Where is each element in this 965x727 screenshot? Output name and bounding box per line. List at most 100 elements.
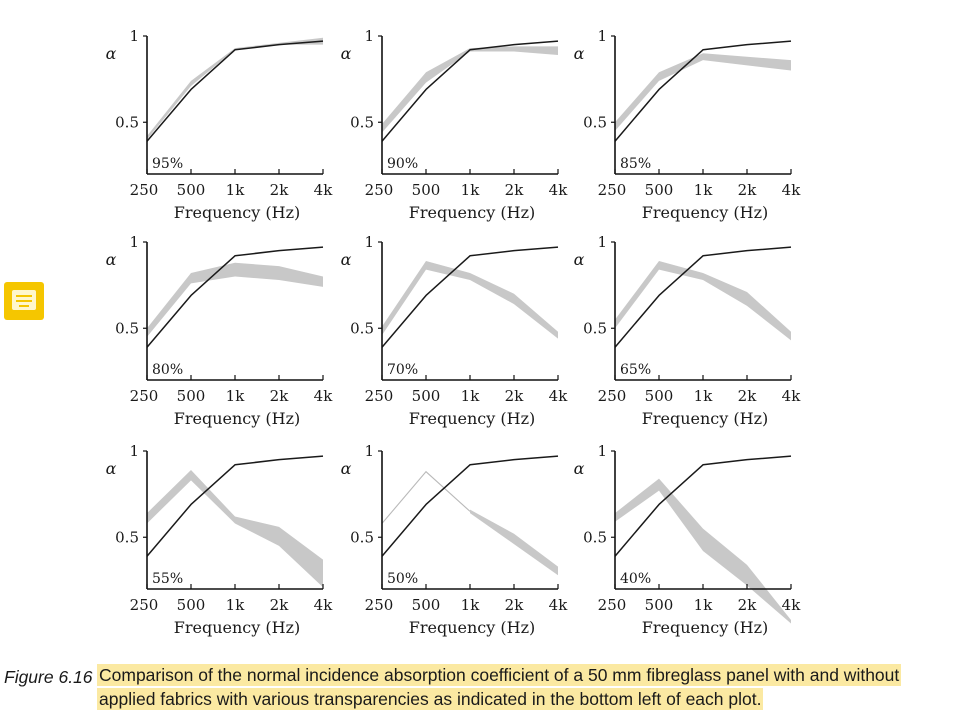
x-tick-label: 4k — [314, 181, 334, 199]
x-tick-label: 4k — [782, 387, 802, 405]
x-tick-label: 1k — [226, 596, 246, 614]
transparency-label: 85% — [620, 156, 651, 172]
plot-panel-2: 0.5 1α 250 500 1k 2k 4k Frequency (Hz) 90% — [341, 27, 569, 222]
y-tick-label: 1 — [597, 233, 607, 251]
x-axis-label: Frequency (Hz) — [409, 409, 536, 428]
fabric-band-4 — [147, 262, 323, 337]
y-tick-label: 1 — [597, 27, 607, 45]
x-tick-label: 2k — [738, 181, 758, 199]
x-tick-label: 500 — [177, 596, 206, 614]
x-tick-label: 1k — [226, 181, 246, 199]
y-tick-label: 1 — [597, 442, 607, 460]
x-tick-label: 2k — [738, 596, 758, 614]
x-tick-label: 4k — [549, 596, 569, 614]
x-axis-label: Frequency (Hz) — [642, 409, 769, 428]
plot-panel-8: 0.5 1α 250 500 1k 2k 4k Frequency (Hz) 50% — [341, 442, 569, 637]
x-tick-label: 250 — [365, 596, 394, 614]
bare-panel-line-4 — [146, 246, 324, 348]
y-tick-label: 0.5 — [350, 528, 374, 546]
bare-panel-line-9 — [614, 455, 792, 557]
bare-panel-line-1 — [146, 40, 324, 142]
note-sheet — [12, 290, 36, 310]
caption-text-block: Comparison of the normal incidence absor… — [97, 663, 913, 711]
x-tick-label: 500 — [412, 596, 441, 614]
y-tick-label: 1 — [364, 27, 374, 45]
fabric-band-3 — [615, 53, 791, 131]
transparency-label: 40% — [620, 571, 651, 587]
bare-panel-line-3 — [614, 40, 792, 142]
y-tick-label: 1 — [364, 442, 374, 460]
bare-panel-line-5 — [381, 246, 559, 348]
y-tick-label: 1 — [129, 233, 139, 251]
x-tick-label: 250 — [130, 181, 159, 199]
transparency-label: 70% — [387, 362, 418, 378]
fabric-band-8 — [470, 509, 558, 576]
x-tick-label: 2k — [505, 596, 525, 614]
note-icon[interactable] — [4, 282, 44, 320]
figure-label: Figure 6.16 — [4, 667, 93, 687]
plot-panel-1: 0.5 1α 250 500 1k 2k 4k Frequency (Hz) 95% — [106, 27, 334, 222]
x-tick-label: 500 — [645, 181, 674, 199]
fabric-band-7 — [147, 469, 323, 588]
plot-panel-9: 0.5 1α 250 500 1k 2k 4k Frequency (Hz) 40% — [574, 442, 802, 637]
x-tick-label: 1k — [694, 596, 714, 614]
x-tick-label: 500 — [177, 181, 206, 199]
x-tick-label: 2k — [505, 387, 525, 405]
x-tick-label: 4k — [314, 596, 334, 614]
x-tick-label: 500 — [645, 596, 674, 614]
x-tick-label: 500 — [412, 387, 441, 405]
x-tick-label: 2k — [270, 181, 290, 199]
y-tick-label: 0.5 — [350, 113, 374, 131]
transparency-label: 95% — [152, 156, 183, 172]
fabric-band-9 — [615, 478, 791, 624]
transparency-label: 90% — [387, 156, 418, 172]
x-tick-label: 250 — [598, 181, 627, 199]
y-tick-label: 0.5 — [115, 319, 139, 337]
x-tick-label: 500 — [412, 181, 441, 199]
x-tick-label: 500 — [177, 387, 206, 405]
x-tick-label: 1k — [694, 181, 714, 199]
x-tick-label: 2k — [270, 387, 290, 405]
x-tick-label: 1k — [461, 181, 481, 199]
y-tick-label: 1 — [129, 27, 139, 45]
plot-panel-7: 0.5 1α 250 500 1k 2k 4k Frequency (Hz) 55% — [106, 442, 334, 637]
x-tick-label: 4k — [314, 387, 334, 405]
bare-panel-line-2 — [381, 40, 559, 142]
plot-panel-4: 0.5 1α 250 500 1k 2k 4k Frequency (Hz) 80% — [106, 233, 334, 428]
fabric-band-2 — [382, 46, 558, 133]
x-tick-label: 4k — [782, 181, 802, 199]
x-axis-label: Frequency (Hz) — [409, 203, 536, 222]
transparency-label: 50% — [387, 571, 418, 587]
y-tick-label: 0.5 — [115, 113, 139, 131]
y-axis-label: α — [574, 250, 585, 269]
y-tick-label: 0.5 — [115, 528, 139, 546]
x-tick-label: 1k — [226, 387, 246, 405]
x-axis-label: Frequency (Hz) — [174, 203, 301, 222]
y-tick-label: 1 — [129, 442, 139, 460]
x-tick-label: 500 — [645, 387, 674, 405]
x-tick-label: 4k — [549, 387, 569, 405]
x-axis-label: Frequency (Hz) — [174, 409, 301, 428]
x-tick-label: 2k — [738, 387, 758, 405]
fabric-band-6 — [615, 260, 791, 341]
x-tick-label: 4k — [782, 596, 802, 614]
y-tick-label: 1 — [364, 233, 374, 251]
x-axis-label: Frequency (Hz) — [642, 618, 769, 637]
y-axis-label: α — [341, 44, 352, 63]
y-tick-label: 0.5 — [583, 528, 607, 546]
x-tick-label: 250 — [130, 387, 159, 405]
x-axis-label: Frequency (Hz) — [642, 203, 769, 222]
y-tick-label: 0.5 — [350, 319, 374, 337]
x-tick-label: 2k — [270, 596, 290, 614]
x-tick-label: 250 — [365, 181, 394, 199]
transparency-label: 55% — [152, 571, 183, 587]
x-tick-label: 1k — [694, 387, 714, 405]
y-axis-label: α — [106, 44, 117, 63]
x-tick-label: 250 — [130, 596, 159, 614]
plot-panel-6: 0.5 1α 250 500 1k 2k 4k Frequency (Hz) 65% — [574, 233, 802, 428]
x-tick-label: 4k — [549, 181, 569, 199]
x-tick-label: 2k — [505, 181, 525, 199]
transparency-label: 80% — [152, 362, 183, 378]
x-axis-label: Frequency (Hz) — [409, 618, 536, 637]
fabric-band-1 — [147, 37, 323, 140]
